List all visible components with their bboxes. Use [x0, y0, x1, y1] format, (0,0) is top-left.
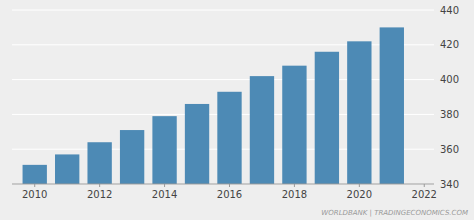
grid [12, 10, 434, 184]
bar [87, 142, 111, 184]
bars [23, 27, 404, 184]
bar [250, 76, 274, 184]
bar [347, 41, 371, 184]
x-tick [359, 184, 360, 187]
x-tick [34, 184, 35, 187]
y-tick-label: 440 [440, 5, 459, 16]
bar [185, 104, 209, 184]
watermark: WORLDBANK | TRADINGECONOMICS.COM [321, 209, 468, 217]
x-tick [229, 184, 230, 187]
x-tick [294, 184, 295, 187]
x-tick-label: 2010 [22, 189, 47, 200]
bar [217, 92, 241, 184]
y-tick-label: 420 [440, 39, 459, 50]
bar [380, 27, 404, 184]
x-tick-label: 2018 [282, 189, 307, 200]
bar [120, 130, 144, 184]
x-tick [424, 184, 425, 187]
grid-line [12, 10, 434, 11]
x-tick [164, 184, 165, 187]
chart-container: 340 360 380 400 420 440 2010 2012 2014 2016 2018 20… [0, 0, 474, 220]
bar [152, 116, 176, 184]
chart: 340 360 380 400 420 440 2010 2012 2014 2016 2018 20… [0, 0, 474, 220]
bar [55, 154, 79, 184]
x-tick-label: 2022 [412, 189, 437, 200]
x-tick-label: 2014 [152, 189, 177, 200]
y-tick-label: 380 [440, 109, 459, 120]
x-tick-label: 2016 [217, 189, 242, 200]
x-tick [99, 184, 100, 187]
x-tick-label: 2012 [87, 189, 112, 200]
y-tick-label: 340 [440, 179, 459, 190]
y-tick-label: 360 [440, 144, 459, 155]
bar [315, 52, 339, 184]
bar [282, 66, 306, 184]
background [0, 0, 474, 220]
grid-line [12, 184, 434, 185]
x-tick-label: 2020 [347, 189, 372, 200]
x-axis-line [12, 184, 434, 185]
y-tick-label: 400 [440, 74, 459, 85]
bar [23, 165, 47, 184]
